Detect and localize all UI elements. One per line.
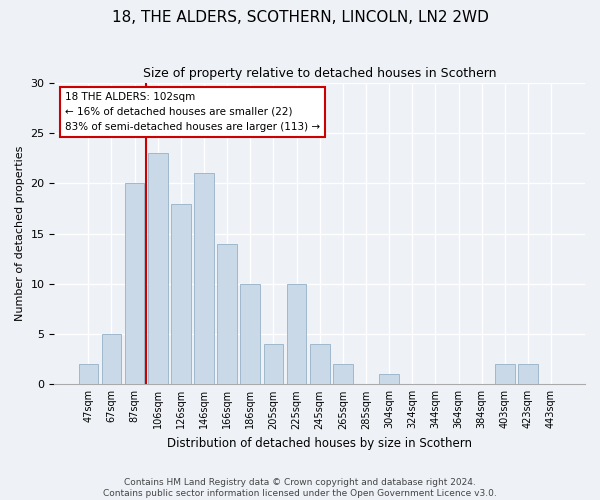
Text: Contains HM Land Registry data © Crown copyright and database right 2024.
Contai: Contains HM Land Registry data © Crown c… (103, 478, 497, 498)
Bar (241, 284, 260, 384)
Bar (333, 364, 353, 384)
Bar (379, 374, 399, 384)
Bar (101, 334, 121, 384)
Bar (495, 364, 515, 384)
Bar (171, 204, 191, 384)
Text: 18 THE ALDERS: 102sqm
← 16% of detached houses are smaller (22)
83% of semi-deta: 18 THE ALDERS: 102sqm ← 16% of detached … (65, 92, 320, 132)
Bar (287, 284, 307, 384)
Text: 18, THE ALDERS, SCOTHERN, LINCOLN, LN2 2WD: 18, THE ALDERS, SCOTHERN, LINCOLN, LN2 2… (112, 10, 488, 25)
Y-axis label: Number of detached properties: Number of detached properties (15, 146, 25, 322)
X-axis label: Distribution of detached houses by size in Scothern: Distribution of detached houses by size … (167, 437, 472, 450)
Bar (217, 244, 237, 384)
Bar (518, 364, 538, 384)
Bar (310, 344, 329, 385)
Title: Size of property relative to detached houses in Scothern: Size of property relative to detached ho… (143, 68, 496, 80)
Bar (194, 174, 214, 384)
Bar (148, 154, 167, 384)
Bar (79, 364, 98, 384)
Bar (125, 184, 145, 384)
Bar (263, 344, 283, 385)
